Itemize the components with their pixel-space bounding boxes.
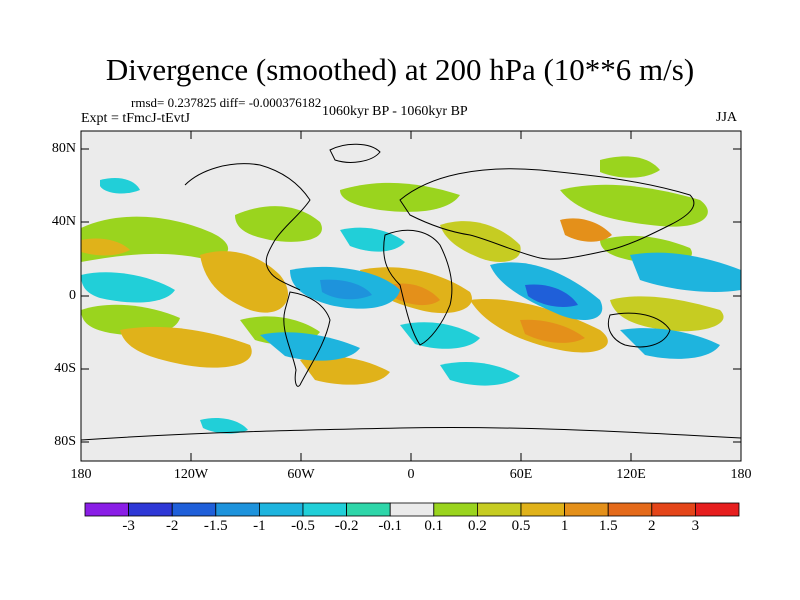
contour-patch [620,328,720,359]
contour-patch [610,296,724,332]
colorbar-label: -3 [122,518,135,534]
colorbar-label: -2 [165,518,179,534]
contour-patch [390,283,440,306]
contour-patch [320,279,372,300]
colorbar-box [607,502,653,517]
lat-label: 80N [51,141,76,156]
coastline-australia [607,312,671,348]
contour-patch [120,326,252,368]
colorbar-box [128,502,173,517]
colorbar-label: 1 [560,518,569,534]
contour-patch [81,238,130,256]
colorbar-label: 0.5 [511,518,531,534]
lon-label: 180 [730,467,752,482]
contour-patch [440,221,521,262]
coastline-africa [383,229,453,346]
contour-patch [100,178,140,194]
contour-patch [440,362,520,386]
colorbar-label: 0.1 [424,518,444,534]
colorbar-box [695,502,740,517]
colorbar-box [476,502,522,517]
colorbar-box [520,502,565,517]
contour-patch [300,356,390,385]
coastline-north-america [184,163,311,291]
lon-label: 120W [173,467,209,482]
contour-patch [81,272,175,303]
contour-patch [525,284,578,307]
colorbar-label: -1.5 [203,518,228,534]
stats-line: rmsd= 0.237825 diff= -0.000376182 [131,95,322,110]
coastline-greenland [329,143,381,163]
lon-label: 60W [287,467,315,482]
coastline-south-america [283,291,331,387]
colorbar-box [433,502,478,517]
lon-label: 0 [407,467,415,482]
colorbar-box [389,502,435,517]
contour-patch [630,252,741,292]
colorbar-box [564,502,609,517]
lon-label: 60E [509,467,533,482]
colorbar-box [302,502,347,517]
divergence-field [81,156,741,434]
contour-patch [340,182,460,212]
plot-title: Divergence (smoothed) at 200 hPa (10**6 … [105,52,695,87]
colorbar-label: 3 [691,518,700,534]
period-label: 1060kyr BP - 1060kyr BP [322,104,468,119]
colorbar-label: -0.2 [334,518,359,534]
colorbar-box [346,502,391,517]
lat-label: 0 [69,288,76,303]
season-label: JJA [716,110,738,125]
lat-label: 40S [54,361,76,376]
lon-label: 120E [616,467,646,482]
lon-label: 180 [70,467,92,482]
colorbar-label: 1.5 [598,518,618,534]
contour-patch [260,332,360,361]
colorbar-label: 0.2 [468,518,487,534]
colorbar-label: -0.5 [291,518,315,534]
colorbar-box [171,502,217,517]
lat-label: 40N [51,214,76,229]
colorbar-box [258,502,304,517]
contour-patch [520,319,585,343]
coastline-eurasia [399,168,695,260]
colorbar-label: -0.1 [378,518,403,534]
contour-patch [235,206,322,242]
axis-ticks [81,131,741,461]
colorbar-box [651,502,696,517]
lat-label: 80S [54,434,76,449]
contour-patch [560,218,612,242]
colorbar-box [215,502,260,517]
contour-patch [400,322,480,349]
contour-patch [600,156,660,178]
contour-patch [560,184,708,227]
colorbar [84,502,740,517]
colorbar-label: -1 [253,518,266,534]
contour-patch [200,418,248,434]
colorbar-label: 2 [648,518,656,534]
coastline-antarctica [81,426,741,441]
colorbar-box [84,502,129,517]
coastlines [81,143,741,441]
contour-patch [200,251,289,313]
experiment-label: Expt = tFmcJ-tEvtJ [81,111,191,126]
